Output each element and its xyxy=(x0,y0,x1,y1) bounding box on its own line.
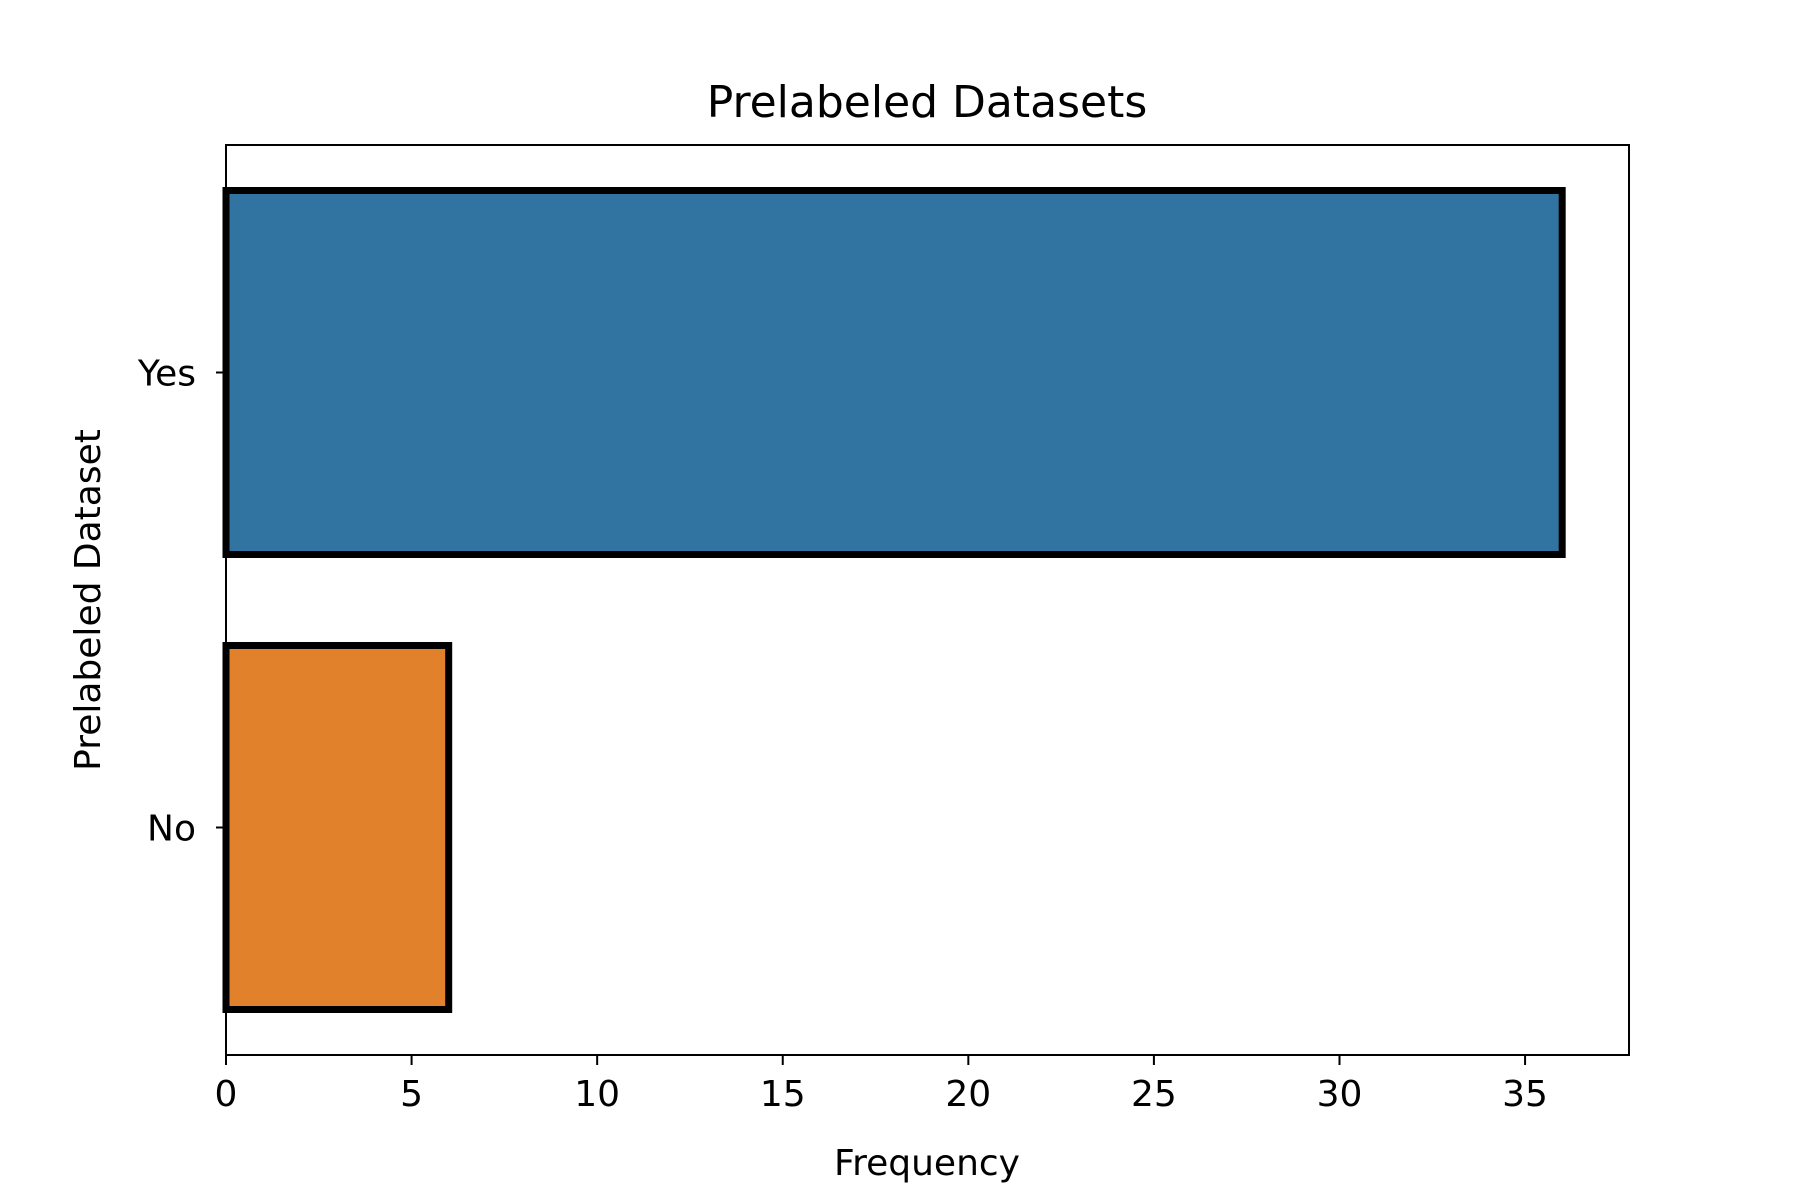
y-tick-label: No xyxy=(147,809,196,850)
y-axis-ticks: Yes No xyxy=(137,354,226,850)
x-axis-ticks: 0 5 10 15 20 25 30 35 xyxy=(215,1055,1548,1115)
x-tick-label: 10 xyxy=(574,1074,620,1115)
x-axis-label: Frequency xyxy=(834,1143,1020,1184)
x-tick-label: 20 xyxy=(945,1074,991,1115)
x-tick-label: 25 xyxy=(1131,1074,1177,1115)
x-tick-label: 35 xyxy=(1502,1074,1548,1115)
chart-title: Prelabeled Datasets xyxy=(707,77,1148,128)
bar-yes xyxy=(222,187,1566,558)
x-tick-label: 0 xyxy=(215,1074,238,1115)
plot-frame xyxy=(225,144,1630,1056)
x-tick-label: 15 xyxy=(760,1074,806,1115)
bars xyxy=(222,187,1566,1013)
x-tick-label: 5 xyxy=(400,1074,423,1115)
y-tick-label: Yes xyxy=(137,354,196,395)
bar-no xyxy=(222,642,453,1013)
x-tick-label: 30 xyxy=(1317,1074,1363,1115)
y-axis-label: Prelabeled Dataset xyxy=(68,429,109,771)
